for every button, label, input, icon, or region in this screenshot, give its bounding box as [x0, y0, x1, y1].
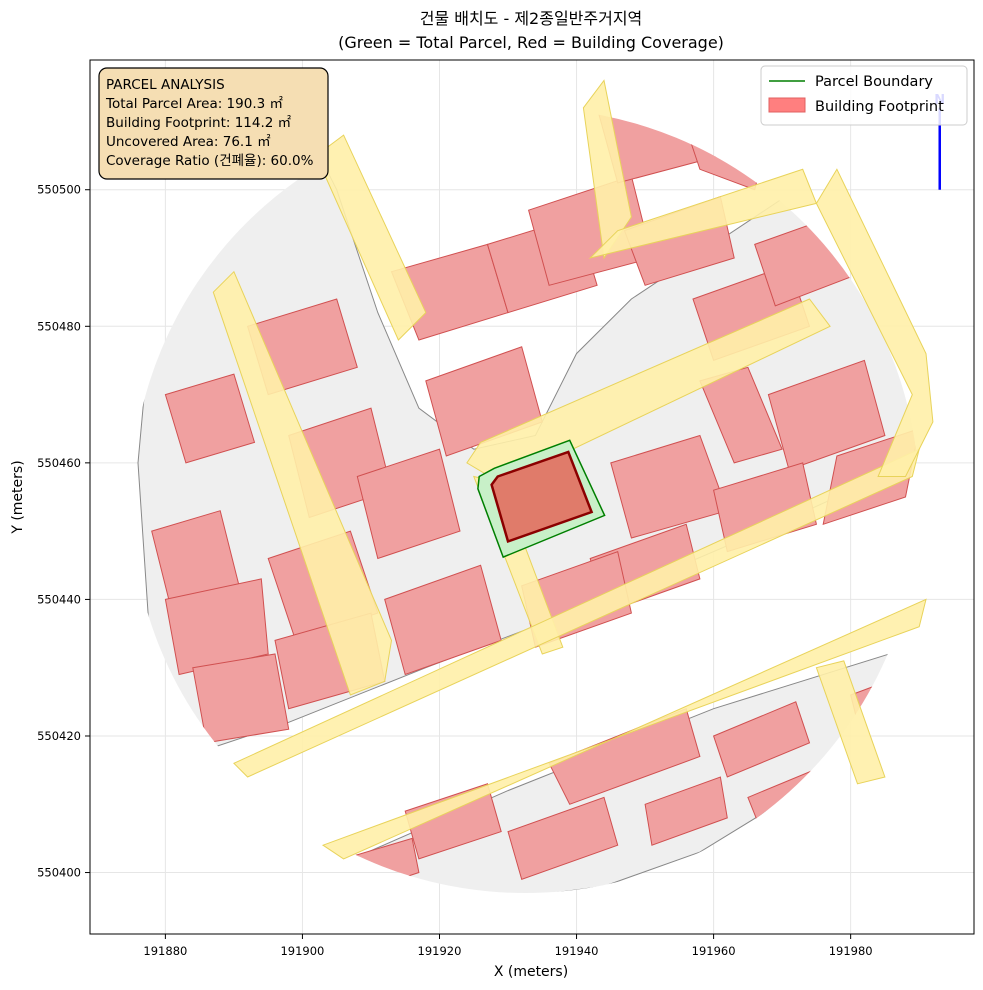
road [315, 134, 427, 341]
x-tick-label: 191880 [143, 944, 187, 958]
legend-building-label: Building Footprint [815, 99, 944, 115]
y-tick-label: 550500 [37, 183, 81, 197]
roads [212, 79, 934, 860]
info-box-line-5: Coverage Ratio (건폐율): 60.0% [106, 153, 314, 169]
legend-frame [760, 65, 968, 126]
info-box-frame [98, 67, 329, 180]
y-tick-label: 550400 [37, 866, 81, 880]
y-tick-label: 550480 [37, 319, 81, 333]
legend-building-swatch [768, 97, 806, 113]
road [582, 79, 632, 260]
info-box-line-3: Building Footprint: 114.2 ㎡ [106, 115, 292, 131]
road [815, 660, 886, 785]
chart-title-line1: 건물 배치도 - 제2종일반주거지역 [420, 9, 643, 28]
plot-area: N [137, 79, 945, 894]
info-box: PARCEL ANALYSIS Total Parcel Area: 190.3… [98, 67, 329, 180]
x-tick-label: 191940 [555, 944, 599, 958]
x-tick-label: 191980 [829, 944, 873, 958]
road [321, 598, 927, 860]
chart-title-line2: (Green = Total Parcel, Red = Building Co… [338, 33, 724, 52]
neighbor-building [644, 776, 728, 846]
info-box-line-2: Total Parcel Area: 190.3 ㎡ [105, 96, 283, 112]
x-tick-label: 191900 [280, 944, 324, 958]
legend: Parcel Boundary Building Footprint [760, 65, 968, 126]
neighbor-building [164, 373, 256, 464]
y-tick-label: 550460 [37, 456, 81, 470]
legend-parcel-label: Parcel Boundary [815, 74, 933, 90]
plot-frame [89, 59, 975, 935]
info-box-line-1: PARCEL ANALYSIS [106, 77, 225, 93]
road [815, 168, 934, 477]
road [588, 168, 818, 259]
y-axis-label: Y (meters) [10, 460, 26, 534]
neighbor-building [404, 783, 502, 860]
road [233, 448, 920, 778]
neighbor-building [767, 359, 886, 471]
road [212, 270, 393, 696]
axis-ticks: 191880 191900 191920 191940 191960 191980 5504… [37, 183, 873, 958]
x-axis-label: X (meters) [494, 964, 568, 980]
x-tick-label: 191960 [692, 944, 736, 958]
y-tick-label: 550440 [37, 592, 81, 606]
neighbor-building [507, 796, 619, 881]
y-tick-label: 550420 [37, 729, 81, 743]
neighbor-building [712, 701, 811, 778]
x-tick-label: 191920 [418, 944, 462, 958]
neighbor-building [192, 653, 290, 744]
info-box-line-4: Uncovered Area: 76.1 ㎡ [106, 134, 271, 150]
target-building [490, 450, 594, 544]
neighbor-building [164, 578, 269, 676]
neighbor-building [356, 448, 461, 560]
